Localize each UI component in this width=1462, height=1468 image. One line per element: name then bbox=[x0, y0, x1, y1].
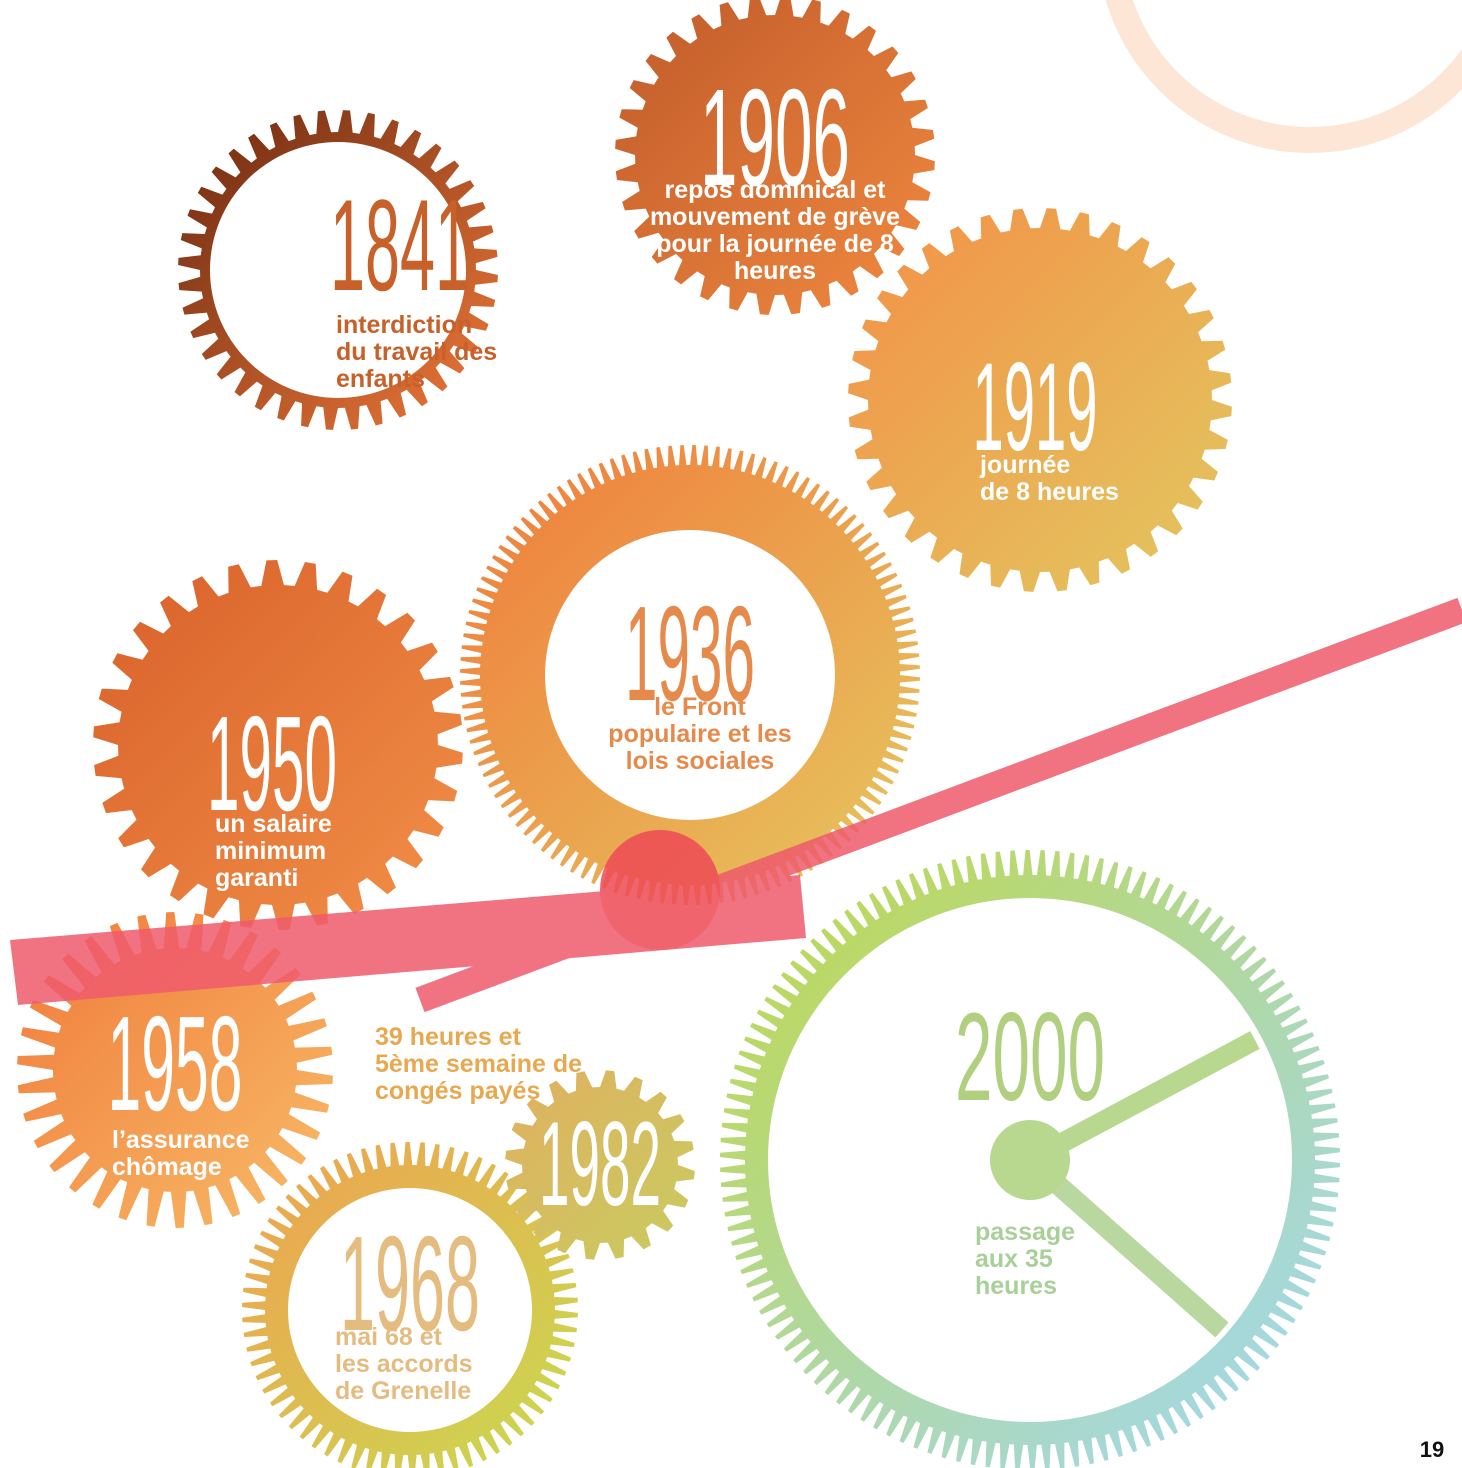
hand-hub bbox=[600, 830, 720, 950]
gear-text: repos dominical et bbox=[665, 176, 887, 204]
gear-text: heures bbox=[975, 1272, 1057, 1300]
gear-text: l’assurance bbox=[112, 1126, 250, 1154]
gear-text: garanti bbox=[215, 864, 298, 892]
gear-text: de 8 heures bbox=[980, 478, 1119, 506]
gear-text: 39 heures et bbox=[375, 1023, 522, 1051]
gear-text: mai 68 et bbox=[335, 1323, 443, 1351]
gear-text: heures bbox=[734, 257, 816, 285]
gear-text: aux 35 bbox=[975, 1245, 1053, 1273]
gear-text: pour la journée de 8 bbox=[656, 230, 894, 258]
decor-ring bbox=[1110, 0, 1462, 140]
gear-text: populaire et les bbox=[608, 720, 791, 748]
gear-text: le Front bbox=[654, 693, 746, 721]
infographic: 1841interdictiondu travail desenfants190… bbox=[0, 0, 1462, 1468]
gear-text: de Grenelle bbox=[335, 1377, 471, 1405]
gear-year: 1841 bbox=[330, 172, 470, 318]
gear-text: mouvement de grève bbox=[650, 203, 900, 231]
gear-text: chômage bbox=[112, 1153, 222, 1181]
gear-text: minimum bbox=[215, 837, 326, 865]
gear-year: 2000 bbox=[955, 988, 1105, 1127]
gear-text: lois sociales bbox=[626, 747, 775, 775]
gear-year: 1958 bbox=[108, 988, 243, 1139]
gear-year: 1982 bbox=[539, 1097, 661, 1231]
gear-text: journée bbox=[979, 451, 1070, 479]
gear-text: congés payés bbox=[375, 1077, 540, 1105]
page-number: 19 bbox=[1420, 1437, 1444, 1462]
gear-text: interdiction bbox=[336, 311, 472, 339]
gear-text: enfants bbox=[336, 365, 425, 393]
gear-text: un salaire bbox=[215, 810, 332, 838]
gear-text: 5ème semaine de bbox=[375, 1050, 582, 1078]
gear-text: passage bbox=[975, 1218, 1075, 1246]
gear-text: les accords bbox=[335, 1350, 473, 1378]
gear-text: du travail des bbox=[336, 338, 497, 366]
